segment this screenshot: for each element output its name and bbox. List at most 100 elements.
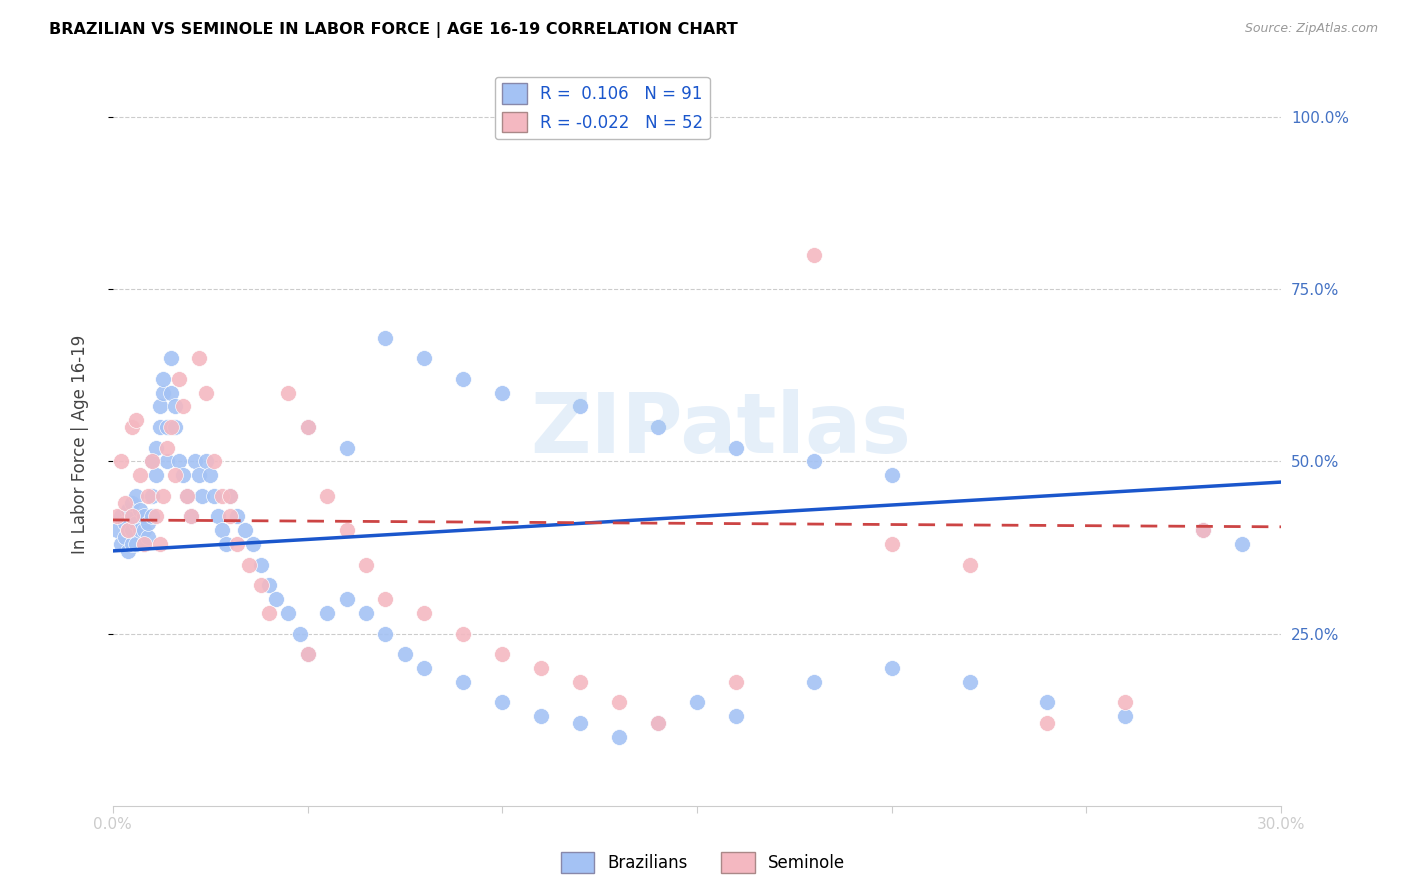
Point (226, 509, 249, 524)
Point (136, 530, 159, 544)
Point (959, 674, 981, 689)
Point (129, 523, 152, 537)
Text: Source: ZipAtlas.com: Source: ZipAtlas.com (1244, 22, 1378, 36)
Point (335, 592, 357, 607)
Point (117, 523, 139, 537)
Point (297, 647, 319, 661)
Text: ZIPatlas: ZIPatlas (530, 389, 911, 470)
Point (165, 468, 187, 483)
Point (607, 730, 630, 744)
Point (156, 420, 179, 434)
Point (145, 441, 167, 455)
Point (202, 489, 225, 503)
Point (167, 372, 190, 386)
Point (316, 489, 339, 503)
Point (187, 351, 209, 366)
Point (1036, 695, 1059, 709)
Point (250, 558, 273, 572)
Point (959, 558, 981, 572)
Point (803, 248, 825, 262)
Point (156, 454, 179, 468)
Point (374, 592, 396, 607)
Point (607, 695, 630, 709)
Point (724, 441, 747, 455)
Point (207, 509, 229, 524)
Point (141, 454, 163, 468)
Point (132, 537, 155, 551)
Point (647, 420, 669, 434)
Point (242, 537, 264, 551)
Point (316, 606, 339, 620)
Point (530, 661, 553, 675)
Point (238, 558, 260, 572)
Point (491, 385, 513, 400)
Point (266, 592, 288, 607)
Point (156, 441, 179, 455)
Point (297, 420, 319, 434)
Point (413, 606, 436, 620)
Point (105, 509, 128, 524)
Point (1114, 695, 1136, 709)
Point (724, 674, 747, 689)
Point (125, 516, 148, 531)
Point (114, 496, 136, 510)
Point (132, 509, 155, 524)
Point (453, 372, 475, 386)
Point (136, 489, 159, 503)
Point (141, 489, 163, 503)
Point (152, 385, 174, 400)
Point (453, 626, 475, 640)
Point (530, 709, 553, 723)
Point (148, 537, 170, 551)
Point (218, 489, 240, 503)
Point (491, 695, 513, 709)
Point (152, 489, 174, 503)
Point (110, 454, 132, 468)
Point (569, 400, 592, 414)
Point (114, 530, 136, 544)
Point (152, 372, 174, 386)
Point (288, 626, 311, 640)
Point (195, 385, 218, 400)
Point (200, 468, 222, 483)
Point (335, 441, 357, 455)
Point (569, 716, 592, 731)
Point (226, 537, 249, 551)
Point (121, 509, 143, 524)
Point (257, 578, 280, 592)
Point (132, 537, 155, 551)
Point (160, 385, 183, 400)
Point (1192, 523, 1215, 537)
Point (129, 468, 152, 483)
Legend: R =  0.106   N = 91, R = -0.022   N = 52: R = 0.106 N = 91, R = -0.022 N = 52 (495, 77, 710, 139)
Point (176, 489, 198, 503)
Point (125, 413, 148, 427)
Point (145, 509, 167, 524)
Point (803, 674, 825, 689)
Point (257, 606, 280, 620)
Point (686, 695, 709, 709)
Point (191, 489, 214, 503)
Point (117, 544, 139, 558)
Point (176, 489, 198, 503)
Y-axis label: In Labor Force | Age 16-19: In Labor Force | Age 16-19 (72, 334, 89, 554)
Point (250, 578, 273, 592)
Point (148, 420, 170, 434)
Point (117, 523, 139, 537)
Point (165, 400, 187, 414)
Point (647, 716, 669, 731)
Point (374, 626, 396, 640)
Point (1036, 716, 1059, 731)
Point (136, 516, 159, 531)
Point (145, 468, 167, 483)
Point (491, 647, 513, 661)
Point (647, 716, 669, 731)
Point (413, 661, 436, 675)
Point (110, 537, 132, 551)
Point (132, 523, 155, 537)
Legend: Brazilians, Seminole: Brazilians, Seminole (554, 846, 852, 880)
Point (453, 674, 475, 689)
Point (297, 647, 319, 661)
Point (880, 537, 903, 551)
Point (277, 385, 299, 400)
